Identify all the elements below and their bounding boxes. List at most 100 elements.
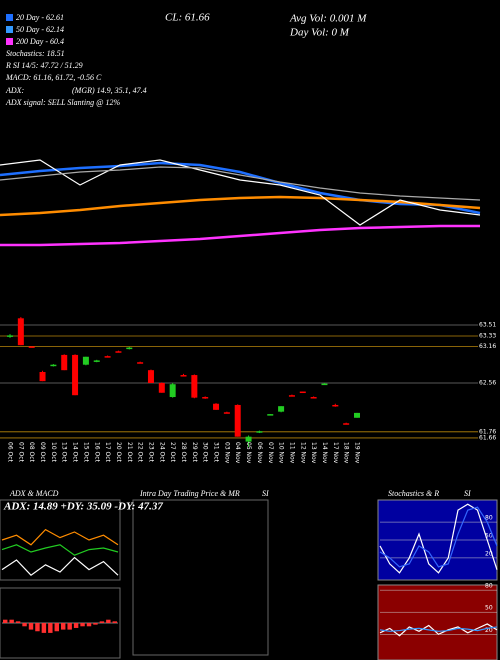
candle-body: [115, 351, 122, 353]
candle-body: [180, 375, 187, 377]
candle-body: [50, 364, 57, 367]
series-line: [379, 503, 498, 574]
y-tick-label: 50: [485, 605, 493, 612]
y-tick-label: 63.33: [479, 333, 496, 340]
candle-body: [72, 354, 79, 396]
candle-body: [332, 404, 339, 407]
x-tick-label: 11 Nov: [288, 442, 295, 464]
candle-body: [234, 404, 241, 437]
x-tick-label: 30 Oct: [202, 442, 209, 463]
x-tick-label: 06 Oct: [7, 442, 14, 463]
x-tick-label: 13 Nov: [310, 442, 317, 464]
adx-panel: [0, 499, 121, 581]
bar: [106, 619, 111, 623]
bar: [22, 623, 27, 627]
y-tick-label: 50: [485, 533, 493, 540]
series-line: [1, 556, 119, 576]
panel-background: [377, 584, 498, 660]
x-tick-label: 14 Oct: [72, 442, 79, 463]
ma-200: 200 Day - 60.4: [16, 37, 64, 46]
y-tick-label: 61.76: [479, 428, 496, 435]
ma-50: 50 Day - 62.14: [16, 25, 64, 34]
candle-body: [288, 395, 295, 397]
adx-signal: ADX signal: SELL Slanting @ 12%: [5, 98, 120, 107]
macd-panel: [0, 587, 121, 659]
series-line: [0, 224, 480, 247]
candle-body: [169, 384, 176, 398]
series-line: [0, 166, 481, 201]
panel-title: SI: [464, 489, 471, 498]
legend-swatch: [6, 38, 13, 45]
x-tick-label: 21 Oct: [126, 442, 133, 463]
panel-title: SI: [262, 489, 269, 498]
bar: [93, 623, 98, 625]
ma-20: 20 Day - 62.61: [16, 13, 64, 22]
candle-body: [17, 318, 24, 346]
series-line: [0, 159, 481, 226]
candle-body: [245, 436, 252, 442]
candle-body: [147, 370, 154, 383]
candle-body: [223, 412, 230, 414]
adx: ADX:: [5, 86, 25, 95]
y-tick-label: 63.51: [479, 322, 496, 329]
series-line: [0, 161, 481, 215]
candle-body: [213, 403, 220, 410]
y-tick-label: 62.56: [479, 379, 496, 386]
panel-title: ADX & MACD: [9, 489, 59, 498]
x-tick-label: 10 Oct: [50, 442, 57, 463]
x-tick-label: 13 Oct: [61, 442, 68, 463]
x-tick-label: 20 Oct: [115, 442, 122, 463]
legend-swatch: [6, 26, 13, 33]
panel-title: Intra Day Trading Price & MR: [139, 489, 240, 498]
x-tick-label: 12 Nov: [299, 442, 306, 464]
bar: [112, 621, 117, 623]
candle-body: [137, 362, 144, 364]
candle-body: [278, 406, 285, 412]
bar: [67, 623, 72, 630]
x-tick-label: 09 Oct: [39, 442, 46, 463]
candle-body: [82, 356, 89, 365]
candle-body: [61, 354, 68, 371]
panel-subtitle: ADX: 14.89 +DY: 35.09 -DY: 47.37: [3, 501, 163, 513]
x-tick-label: 28 Oct: [180, 442, 187, 463]
bar: [99, 621, 105, 623]
candle-body: [202, 397, 209, 399]
series-line: [1, 544, 119, 556]
x-tick-label: 07 Nov: [267, 442, 274, 464]
y-tick-label: 80: [485, 515, 493, 522]
x-tick-label: 10 Nov: [278, 442, 285, 464]
close-price: CL: 61.66: [165, 12, 210, 24]
candle-body: [28, 346, 35, 348]
y-tick-label: 63.16: [479, 343, 496, 350]
x-tick-label: 19 Nov: [354, 442, 361, 464]
legend-swatch: [6, 14, 13, 21]
x-tick-label: 29 Oct: [191, 442, 198, 463]
series-line: [379, 623, 498, 637]
candle-body: [158, 382, 165, 393]
bar: [9, 619, 14, 623]
candle-body: [354, 412, 360, 418]
candle-body: [104, 356, 111, 358]
bar: [54, 623, 59, 632]
adx-values: (MGR) 14.9, 35.1, 47.4: [72, 86, 147, 95]
x-tick-label: 07 Oct: [17, 442, 24, 463]
rsi: R SI 14/5: 47.72 / 51.29: [5, 61, 83, 70]
y-tick-label: 20: [485, 627, 493, 634]
candle-body: [39, 372, 46, 382]
x-tick-label: 06 Nov: [256, 442, 263, 464]
series-line: [379, 506, 498, 568]
intraday-panel: [132, 499, 269, 656]
candle-body: [7, 335, 13, 337]
candle-body: [267, 414, 274, 416]
x-tick-label: 08 Oct: [28, 442, 35, 463]
x-tick-label: 14 Nov: [321, 442, 328, 464]
series-line: [379, 626, 498, 632]
x-tick-label: 18 Nov: [343, 442, 350, 464]
candle-body: [191, 375, 198, 398]
x-tick-label: 05 Nov: [245, 442, 252, 464]
x-tick-label: 03 Nov: [223, 442, 230, 464]
avg-vol: Avg Vol: 0.001 M: [289, 13, 367, 25]
y-tick-label: 80: [485, 583, 493, 590]
